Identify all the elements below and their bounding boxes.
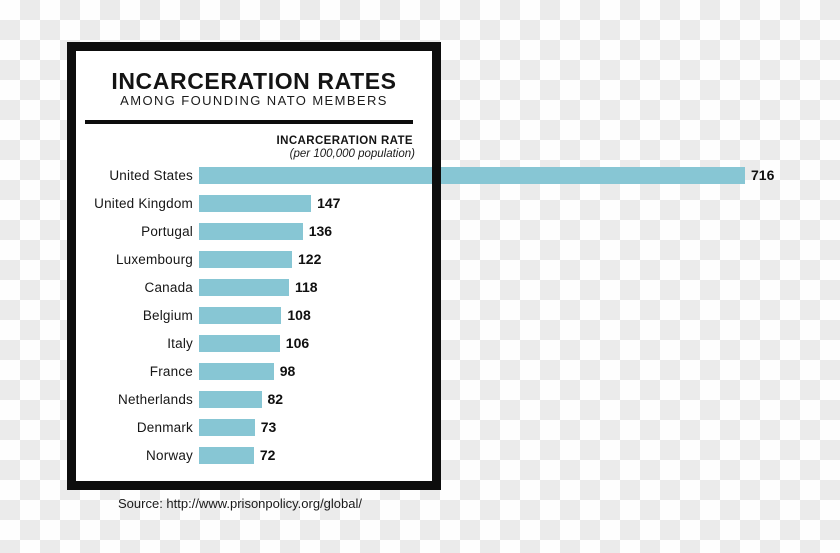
bar-row: Norway 72 bbox=[76, 441, 774, 469]
value-label: 72 bbox=[259, 447, 276, 463]
bar bbox=[199, 306, 282, 324]
bar bbox=[199, 390, 262, 408]
bar bbox=[199, 362, 274, 380]
bar-row: Netherlands 82 bbox=[76, 385, 774, 413]
value-label: 82 bbox=[267, 391, 284, 407]
bar-row: Italy 106 bbox=[76, 329, 774, 357]
value-label: 108 bbox=[287, 307, 311, 323]
value-label: 136 bbox=[308, 223, 333, 239]
value-label: 716 bbox=[751, 167, 775, 183]
chart-title: INCARCERATION RATES bbox=[111, 68, 397, 94]
bar-row: Luxembourg 122 bbox=[76, 245, 774, 273]
category-label: Italy bbox=[167, 335, 193, 351]
category-label: Denmark bbox=[136, 419, 193, 435]
category-label: United Kingdom bbox=[94, 195, 193, 211]
category-label: France bbox=[149, 363, 193, 379]
value-axis-header: INCARCERATION RATE bbox=[276, 135, 413, 147]
category-label: Canada bbox=[144, 279, 193, 295]
bar bbox=[199, 222, 303, 240]
value-label: 98 bbox=[279, 363, 296, 379]
category-label: Portugal bbox=[141, 223, 193, 239]
bar-rows: United States 716 United Kingdom 147 Por… bbox=[76, 161, 774, 469]
value-label: 147 bbox=[317, 195, 341, 211]
title-divider bbox=[85, 120, 413, 124]
value-label: 118 bbox=[295, 279, 318, 295]
value-axis-subheader: (per 100,000 population) bbox=[289, 148, 415, 160]
source-caption: Source: http://www.prisonpolicy.org/glob… bbox=[118, 496, 362, 511]
bar bbox=[199, 334, 280, 352]
bar-row: France 98 bbox=[76, 357, 774, 385]
bar-row: Canada 118 bbox=[76, 273, 774, 301]
category-label: Norway bbox=[146, 447, 193, 463]
value-label: 106 bbox=[285, 335, 310, 351]
category-label: United States bbox=[109, 167, 193, 183]
bar bbox=[199, 418, 255, 436]
value-label: 122 bbox=[298, 251, 322, 267]
bar-row: United States 716 bbox=[76, 161, 774, 189]
bar bbox=[199, 194, 312, 212]
bar-row: Portugal 136 bbox=[76, 217, 774, 245]
category-label: Luxembourg bbox=[115, 251, 193, 267]
bar-row: Denmark 73 bbox=[76, 413, 774, 441]
bar bbox=[199, 446, 254, 464]
category-label: Belgium bbox=[142, 307, 193, 323]
bar-row: Belgium 108 bbox=[76, 301, 774, 329]
category-label: Netherlands bbox=[118, 391, 193, 407]
chart-subtitle: AMONG FOUNDING NATO MEMBERS bbox=[120, 93, 388, 108]
bar bbox=[199, 166, 745, 184]
bar bbox=[199, 250, 292, 268]
value-label: 73 bbox=[260, 419, 277, 435]
bar bbox=[199, 278, 289, 296]
bar-row: United Kingdom 147 bbox=[76, 189, 774, 217]
